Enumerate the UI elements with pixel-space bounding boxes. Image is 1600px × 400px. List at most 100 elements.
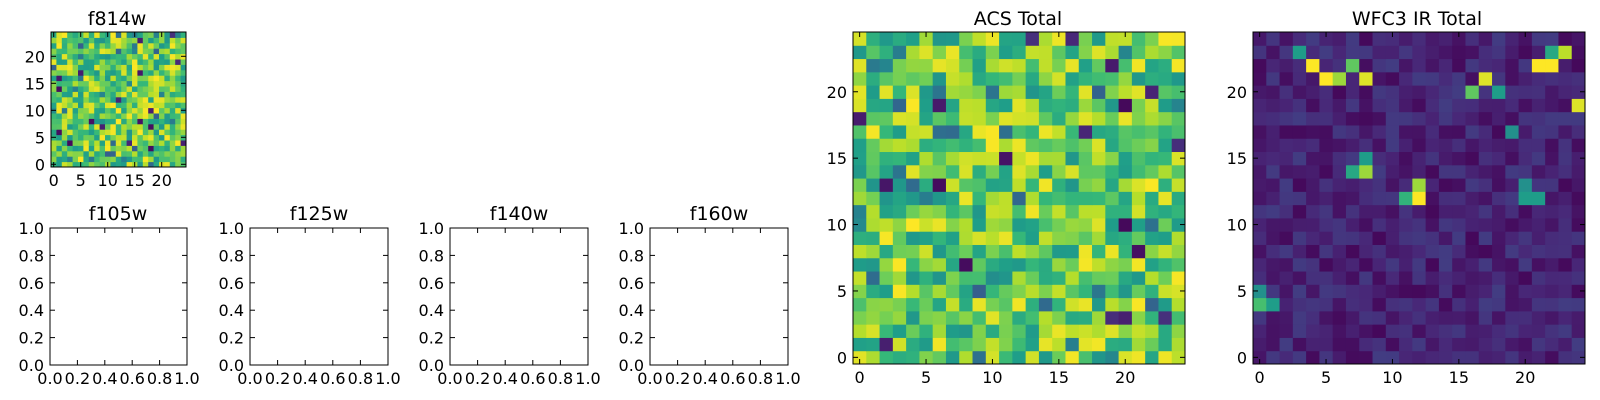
x-tick-label: 20 (152, 171, 172, 190)
heatmap-cell (1052, 138, 1066, 153)
heatmap-cell (999, 58, 1013, 73)
heatmap-cell (1452, 244, 1466, 259)
heatmap-cell (853, 98, 867, 113)
heatmap-cell (1253, 58, 1267, 73)
heatmap-cell (148, 156, 155, 163)
heatmap-cell (1105, 284, 1120, 299)
heatmap-cell (985, 297, 1000, 312)
heatmap-cell (1038, 257, 1053, 272)
heatmap-cell (1279, 204, 1294, 219)
heatmap-cell (879, 178, 894, 192)
heatmap-cell (1518, 151, 1533, 166)
heatmap-cell (985, 337, 1000, 352)
heatmap-cell (99, 123, 106, 130)
heatmap-cell (1425, 231, 1440, 245)
heatmap-cell (892, 350, 907, 365)
heatmap-cell (1158, 164, 1173, 179)
heatmap-cell (1253, 71, 1267, 86)
heatmap-cell (1078, 217, 1093, 232)
heatmap-cell (932, 350, 947, 365)
heatmap-cell (999, 297, 1013, 312)
heatmap-cell (1465, 271, 1480, 285)
heatmap-cell (121, 86, 128, 92)
heatmap-cell (1292, 297, 1307, 312)
heatmap-cell (153, 75, 160, 82)
heatmap-cell (1012, 85, 1027, 99)
heatmap-cell (1319, 337, 1334, 352)
heatmap-cell (1372, 350, 1387, 365)
heatmap-cell (1425, 337, 1440, 352)
heatmap-cell (67, 150, 74, 157)
heatmap-cell (1038, 191, 1053, 206)
heatmap-cell (56, 53, 63, 60)
heatmap-cell (137, 53, 144, 60)
heatmap-cell (72, 123, 79, 130)
heatmap-cell (1078, 85, 1093, 99)
heatmap-cell (1425, 217, 1440, 232)
heatmap-cell (1518, 71, 1533, 86)
heatmap-cell (1052, 191, 1066, 206)
heatmap-cell (1065, 284, 1080, 299)
heatmap-cell (83, 145, 90, 152)
heatmap-cell (169, 48, 176, 55)
heatmap-cell (88, 113, 95, 119)
heatmap-cell (142, 75, 149, 82)
heatmap-cell (1478, 71, 1493, 86)
heatmap-cell (1492, 231, 1506, 245)
heatmap-cell (99, 118, 106, 125)
heatmap-cell (1478, 257, 1493, 272)
heatmap-cell (105, 123, 111, 130)
heatmap-cell (1492, 85, 1506, 99)
heatmap-cell (148, 96, 155, 103)
heatmap-cell (1332, 191, 1347, 206)
heatmap-cell (1359, 138, 1374, 153)
heatmap-cell (1105, 138, 1120, 153)
heatmap-cell (1118, 324, 1133, 338)
heatmap-cell (1518, 111, 1533, 126)
heatmap-cell (1359, 310, 1374, 325)
heatmap-cell (1478, 297, 1493, 312)
heatmap-cell (180, 42, 187, 49)
heatmap-cell (1012, 111, 1027, 126)
heatmap-cell (1065, 98, 1080, 113)
heatmap-cell (121, 150, 128, 157)
heatmap-cell (1306, 58, 1320, 73)
heatmap-cell (972, 111, 987, 126)
heatmap-cell (1332, 85, 1347, 99)
heatmap-cell (972, 85, 987, 99)
heatmap-cell (1266, 138, 1281, 153)
heatmap-cell (180, 75, 187, 82)
heatmap-cell (1319, 58, 1334, 73)
heatmap-cell (56, 75, 63, 82)
heatmap-cell (853, 271, 867, 285)
heatmap-cell (1131, 45, 1146, 60)
heatmap-cell (1438, 217, 1453, 232)
heatmap-cell (180, 113, 187, 119)
heatmap-cell (932, 324, 947, 338)
heatmap-cell (1452, 71, 1466, 86)
heatmap-cell (1158, 231, 1173, 245)
heatmap-cell (866, 324, 881, 338)
heatmap-cell (919, 204, 934, 219)
heatmap-cell (1558, 124, 1573, 139)
heatmap-cell (1306, 257, 1320, 272)
heatmap-cell (1425, 204, 1440, 219)
heatmap-cell (945, 310, 960, 325)
heatmap-cell (51, 75, 57, 82)
heatmap-cell (67, 123, 74, 130)
heatmap-cell (1478, 204, 1493, 219)
heatmap-cell (159, 129, 165, 136)
heatmap-cell (1492, 58, 1506, 73)
heatmap-cell (1505, 297, 1520, 312)
heatmap-cell (67, 156, 74, 163)
heatmap-cell (1253, 85, 1267, 99)
heatmap-cell (1465, 324, 1480, 338)
heatmap-cell (866, 111, 881, 126)
heatmap-cell (1332, 231, 1347, 245)
heatmap-cell (1171, 58, 1186, 73)
heatmap-cell (906, 85, 920, 99)
heatmap-cell (1385, 45, 1400, 60)
heatmap-cell (94, 107, 101, 114)
heatmap-cell (1145, 124, 1159, 139)
heatmap-cell (126, 161, 133, 168)
